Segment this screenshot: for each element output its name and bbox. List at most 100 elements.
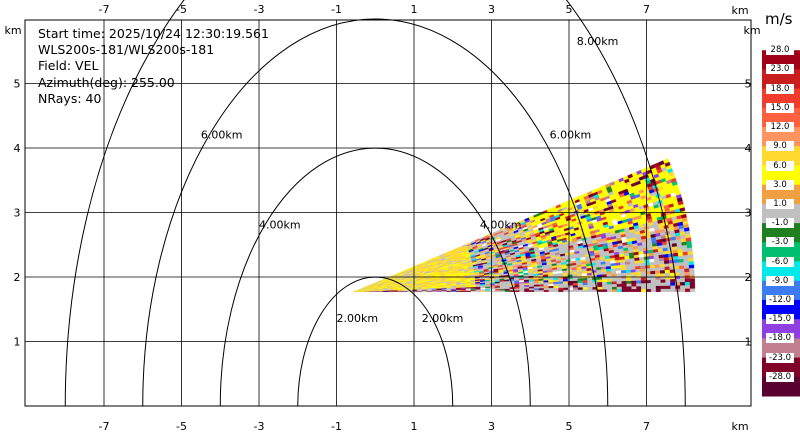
velocity-cell — [684, 271, 690, 276]
colorbar-level-label: -1.0 — [766, 218, 794, 229]
velocity-cell — [495, 290, 501, 292]
colorbar-level-label: -6.0 — [766, 256, 794, 267]
velocity-cell — [616, 286, 623, 290]
velocity-cell — [650, 282, 657, 287]
velocity-cell — [475, 290, 481, 292]
velocity-cell — [670, 278, 676, 283]
velocity-cell — [655, 273, 661, 277]
velocity-cell — [636, 280, 642, 284]
velocity-cell — [641, 282, 647, 287]
velocity-cell — [678, 261, 685, 266]
velocity-cell — [689, 267, 695, 272]
velocity-cell — [529, 288, 535, 291]
velocity-cell — [679, 278, 686, 283]
velocity-cell — [680, 288, 686, 292]
velocity-cell — [665, 282, 671, 286]
x-tick-label-top: -5 — [176, 3, 187, 16]
velocity-cell — [577, 284, 583, 288]
nrays-text: NRays: 40 — [38, 91, 102, 106]
velocity-cell — [670, 282, 676, 286]
velocity-cell — [616, 278, 622, 282]
velocity-cell — [683, 258, 689, 263]
y-tick-label-left: 4 — [14, 142, 21, 155]
range-ring — [142, 18, 609, 407]
colorbar-level-label: 12.0 — [766, 122, 794, 133]
velocity-data-sector — [353, 158, 696, 292]
velocity-cell — [660, 285, 666, 289]
velocity-cell — [670, 285, 676, 289]
velocity-cell — [572, 280, 578, 284]
velocity-cell — [654, 264, 660, 268]
velocity-cell — [499, 288, 506, 291]
y-unit-left: km — [4, 24, 21, 37]
range-ring — [219, 147, 531, 407]
velocity-cell — [679, 271, 685, 276]
velocity-cell — [669, 272, 676, 277]
velocity-cell — [655, 288, 661, 292]
velocity-cell — [689, 278, 695, 282]
velocity-cell — [597, 281, 603, 285]
velocity-cell — [611, 281, 618, 285]
range-ring-label: 4.00km — [480, 219, 522, 232]
velocity-cell — [650, 288, 657, 292]
velocity-cell — [650, 279, 656, 284]
velocity-cell — [611, 283, 618, 287]
velocity-cell — [646, 285, 652, 290]
velocity-cell — [582, 282, 588, 286]
velocity-cell — [587, 279, 593, 283]
velocity-cell — [606, 278, 613, 282]
range-rings: 2.00km 2.00km 4.00km 4.00km 6.00km 6.00km 8.00… — [64, 0, 686, 407]
velocity-cell — [514, 290, 520, 292]
colorbar-level-label: 9.0 — [766, 141, 794, 152]
x-unit-top: km — [731, 4, 748, 17]
x-tick-label-bottom: -3 — [254, 420, 265, 433]
velocity-cell — [533, 287, 540, 291]
velocity-cell — [650, 270, 656, 275]
velocity-cell — [548, 289, 554, 292]
velocity-cell — [519, 286, 525, 289]
colorbar-level-label: 15.0 — [766, 102, 794, 113]
x-tick-label-top: -1 — [331, 3, 342, 16]
velocity-cell — [626, 277, 632, 282]
colorbar-level-label: -12.0 — [766, 294, 794, 305]
velocity-cell — [587, 284, 593, 288]
velocity-cell — [582, 289, 588, 292]
velocity-cell — [524, 288, 530, 291]
velocity-cell — [504, 290, 510, 292]
x-unit-bottom: km — [731, 420, 748, 433]
x-tick-label-bottom: 1 — [411, 420, 418, 433]
velocity-cell — [514, 288, 520, 291]
velocity-cell — [673, 262, 680, 267]
velocity-cell — [621, 288, 627, 292]
velocity-cell — [577, 280, 583, 283]
velocity-cell — [538, 289, 545, 292]
velocity-cell — [524, 286, 530, 289]
velocity-cell — [689, 284, 696, 289]
velocity-cell — [543, 287, 549, 291]
velocity-cell — [650, 273, 656, 278]
velocity-cell — [684, 284, 691, 289]
velocity-cell — [664, 266, 670, 271]
velocity-cell — [572, 284, 579, 288]
velocity-cell — [684, 278, 691, 283]
x-tick-label-bottom: 7 — [643, 420, 650, 433]
velocity-cell — [655, 282, 661, 286]
velocity-cell — [641, 285, 647, 290]
velocity-cell — [683, 264, 690, 269]
x-tick-label-top: 1 — [411, 3, 418, 16]
velocity-cell — [563, 285, 569, 288]
velocity-cell — [684, 281, 691, 286]
velocity-cell — [587, 286, 593, 290]
velocity-cell — [635, 277, 642, 281]
velocity-cell — [524, 289, 530, 292]
velocity-cell — [611, 273, 617, 277]
x-tick-label-bottom: -1 — [331, 420, 342, 433]
range-ring — [64, 0, 686, 407]
velocity-cell — [572, 278, 578, 281]
velocity-cell — [572, 289, 579, 292]
velocity-cell — [679, 265, 685, 270]
velocity-cell — [553, 283, 559, 286]
velocity-cell — [641, 288, 647, 292]
velocity-cell — [548, 283, 554, 287]
x-tick-label-top: 7 — [643, 3, 650, 16]
